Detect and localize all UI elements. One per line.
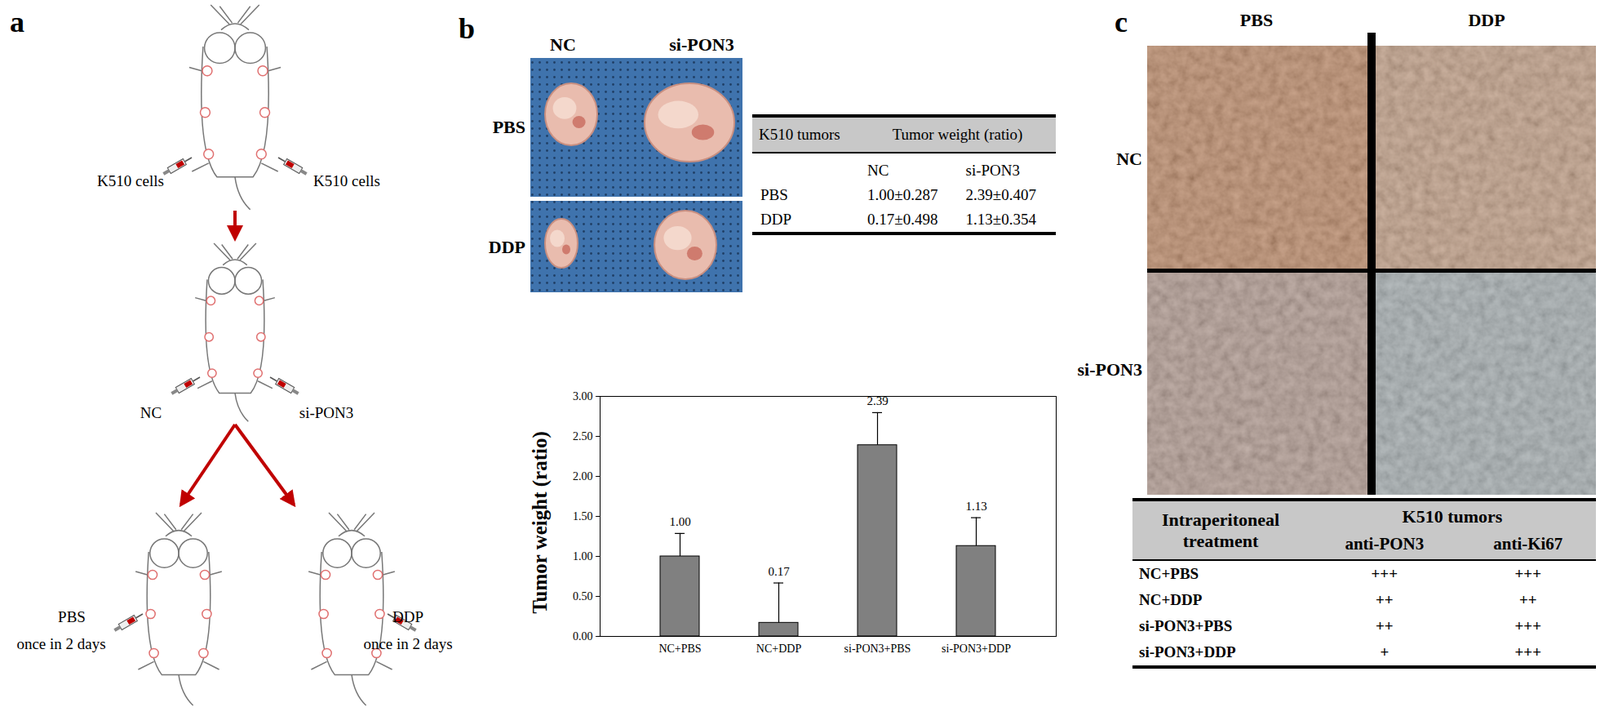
html-text:0.17±0.498: 0.17±0.498 xyxy=(867,210,938,228)
html-text:a: a xyxy=(9,5,25,39)
html-text:b: b xyxy=(458,12,475,45)
html-text:1.00±0.287: 1.00±0.287 xyxy=(867,186,938,204)
svg-text:0.50: 0.50 xyxy=(572,589,594,603)
svg-text:NC: NC xyxy=(1116,148,1143,169)
html-text:NC+DDP: NC+DDP xyxy=(1139,590,1203,608)
svg-text:si-PON3+DDP: si-PON3+DDP xyxy=(941,642,1011,655)
svg-text:si-PON3+PBS: si-PON3+PBS xyxy=(844,642,912,655)
svg-text:DDP: DDP xyxy=(488,236,526,258)
html-text:si-PON3+PBS: si-PON3+PBS xyxy=(1139,616,1233,634)
html-text:K510 tumors: K510 tumors xyxy=(1402,505,1503,527)
svg-text:NC: NC xyxy=(140,403,162,422)
svg-text:0.00: 0.00 xyxy=(572,629,594,643)
svg-text:1.00: 1.00 xyxy=(572,549,594,563)
svg-text:NC: NC xyxy=(549,34,577,55)
html-text:K510 tumors: K510 tumors xyxy=(758,125,841,143)
svg-text:1.00: 1.00 xyxy=(669,514,691,528)
html-text:Tumor weight (ratio): Tumor weight (ratio) xyxy=(528,430,551,614)
html-text:2.39±0.407: 2.39±0.407 xyxy=(965,186,1037,204)
svg-text:1.50: 1.50 xyxy=(572,509,594,523)
svg-text:DDP: DDP xyxy=(392,607,424,625)
svg-text:3.00: 3.00 xyxy=(572,390,594,403)
svg-text:DDP: DDP xyxy=(1467,9,1505,31)
svg-text:NC+PBS: NC+PBS xyxy=(658,642,701,655)
svg-text:K510 cells: K510 cells xyxy=(97,172,164,190)
html-text:Intraperitoneal treatment: Intraperitoneal treatment xyxy=(1161,508,1280,551)
svg-text:2.39: 2.39 xyxy=(866,394,888,408)
svg-text:0.17: 0.17 xyxy=(767,564,790,578)
svg-text:2.50: 2.50 xyxy=(572,429,594,443)
svg-text:PBS: PBS xyxy=(492,116,526,138)
html-text:Tumor weight (ratio): Tumor weight (ratio) xyxy=(892,125,1023,143)
html-text:c: c xyxy=(1114,5,1128,39)
html-text:si-PON3+DDP: si-PON3+DDP xyxy=(1139,642,1236,661)
svg-text:once in 2 days: once in 2 days xyxy=(363,634,453,652)
svg-text:NC+DDP: NC+DDP xyxy=(756,642,803,655)
svg-text:once in 2 days: once in 2 days xyxy=(16,634,106,652)
html-text:NC: NC xyxy=(867,161,889,179)
svg-text:PBS: PBS xyxy=(1240,9,1273,31)
svg-text:1.13: 1.13 xyxy=(965,499,987,513)
html-text:DDP: DDP xyxy=(760,210,792,228)
svg-text:PBS: PBS xyxy=(57,607,86,625)
svg-text:si-PON3: si-PON3 xyxy=(299,403,355,422)
svg-text:si-PON3: si-PON3 xyxy=(669,34,734,55)
html-text:si-PON3: si-PON3 xyxy=(965,161,1020,179)
html-text:1.13±0.354: 1.13±0.354 xyxy=(965,210,1037,228)
svg-text:K510 cells: K510 cells xyxy=(313,172,381,190)
html-text:NC+PBS: NC+PBS xyxy=(1139,564,1199,582)
svg-text:2.00: 2.00 xyxy=(572,469,594,483)
svg-text:si-PON3: si-PON3 xyxy=(1077,359,1143,380)
html-text:anti-PON3: anti-PON3 xyxy=(1344,533,1424,554)
html-text:anti-Ki67: anti-Ki67 xyxy=(1493,533,1563,554)
html-text:PBS: PBS xyxy=(760,186,789,204)
